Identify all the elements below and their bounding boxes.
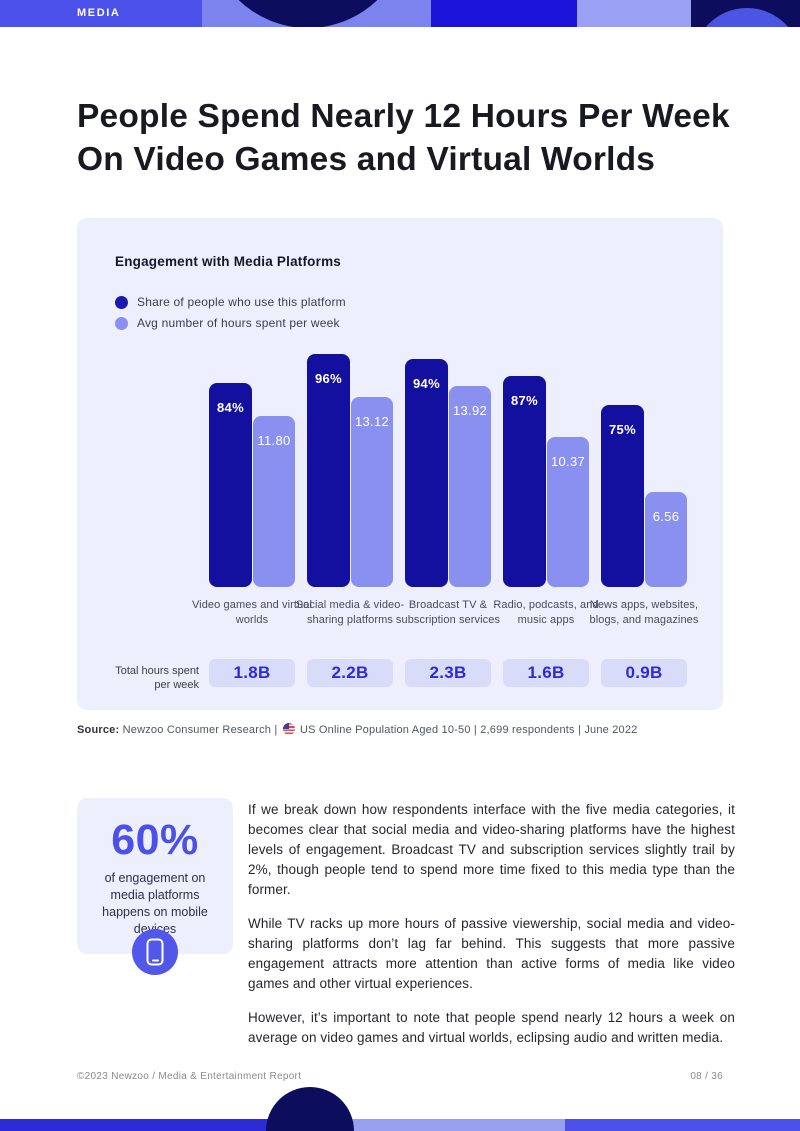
- section-tag: MEDIA: [77, 7, 121, 19]
- category-label: News apps, websites, blogs, and magazine…: [589, 599, 699, 627]
- bar-value-label: 96%: [315, 371, 342, 386]
- semicircle-decoration-icon: [266, 1087, 354, 1131]
- bar-hours-video-games: 11.80: [253, 416, 295, 587]
- page-title-line2: On Video Games and Virtual Worlds: [77, 140, 656, 178]
- source-line: Source: Newzoo Consumer Research | US On…: [77, 723, 737, 736]
- us-flag-icon: [282, 723, 295, 735]
- paragraph: While TV racks up more hours of passive …: [248, 915, 735, 991]
- chart-card: Engagement with Media Platforms Share of…: [77, 218, 723, 710]
- chart-legend: Share of people who use this platform Av…: [115, 295, 346, 337]
- source-part1: Newzoo Consumer Research |: [122, 724, 278, 736]
- total-hours-badge: 2.3B: [405, 659, 491, 687]
- header-decorative-bar: MEDIA: [0, 0, 800, 27]
- bar-share-social-media: 96%: [307, 354, 350, 587]
- legend-label-share: Share of people who use this platform: [137, 295, 346, 309]
- source-part2: US Online Population Aged 10-50 | 2,699 …: [299, 724, 638, 736]
- category-label: Social media & video-sharing platforms: [295, 599, 405, 627]
- circle-decoration-icon: [208, 0, 408, 27]
- stat-caption: of engagement on media platforms happens…: [102, 871, 208, 936]
- footer-segment-blue: [0, 1119, 285, 1131]
- bar-share-video-games: 84%: [209, 383, 252, 587]
- phone-outline-icon: [146, 938, 164, 966]
- header-segment-light: [202, 0, 431, 27]
- bar-value-label: 84%: [217, 400, 244, 415]
- bar-value-label: 10.37: [550, 454, 586, 469]
- total-hours-badge: 1.6B: [503, 659, 589, 687]
- legend-dot-hours-icon: [115, 316, 128, 330]
- legend-item-hours: Avg number of hours spent per week: [115, 316, 346, 330]
- paragraph: If we break down how respondents interfa…: [248, 802, 735, 897]
- bar-hours-social-media: 13.12: [351, 397, 393, 587]
- bar-value-label: 94%: [413, 376, 440, 391]
- source-label: Source:: [77, 724, 120, 736]
- header-segment-blue: [431, 0, 577, 27]
- circle-decoration-icon: [693, 8, 800, 27]
- bar-value-label: 11.80: [257, 433, 291, 448]
- bar-value-label: 87%: [511, 393, 538, 408]
- legend-item-share: Share of people who use this platform: [115, 295, 346, 309]
- bar-share-news-apps: 75%: [601, 405, 644, 587]
- bar-share-radio-podcasts: 87%: [503, 376, 546, 587]
- bar-value-label: 13.12: [354, 414, 390, 429]
- category-label: Broadcast TV & subscription services: [395, 599, 501, 627]
- footer-segment-brand: [565, 1119, 800, 1131]
- header-segment-navy: [691, 0, 800, 27]
- footer-page-number: 08 / 36: [690, 1071, 723, 1082]
- header-segment-lavender: [577, 0, 691, 27]
- footer-copyright: ©2023 Newzoo / Media & Entertainment Rep…: [77, 1071, 302, 1082]
- bar-value-label: 6.56: [652, 509, 680, 524]
- category-label: Video games and virtual worlds: [191, 599, 313, 627]
- chart-title: Engagement with Media Platforms: [115, 254, 341, 269]
- stat-value: 60%: [111, 816, 199, 864]
- bar-value-label: 13.92: [452, 403, 488, 418]
- bar-hours-news-apps: 6.56: [645, 492, 687, 587]
- mobile-phone-icon: [132, 929, 178, 975]
- footer-segment-lavender: [285, 1119, 565, 1131]
- bar-value-label: 75%: [609, 422, 636, 437]
- bar-share-broadcast-tv: 94%: [405, 359, 448, 587]
- category-label: Radio, podcasts, and music apps: [493, 599, 599, 627]
- totals-row-label: Total hours spent per week: [115, 665, 199, 692]
- page-title-line1: People Spend Nearly 12 Hours Per Week: [77, 98, 730, 135]
- total-hours-badge: 1.8B: [209, 659, 295, 687]
- footer-decorative-bar: [0, 1087, 800, 1131]
- total-hours-badge: 2.2B: [307, 659, 393, 687]
- legend-dot-share-icon: [115, 295, 128, 309]
- bar-hours-radio-podcasts: 10.37: [547, 437, 589, 587]
- paragraph: However, it’s important to note that peo…: [248, 1009, 735, 1045]
- mobile-stat-card: 60% of engagement on media platforms hap…: [77, 798, 233, 975]
- bar-hours-broadcast-tv: 13.92: [449, 386, 491, 587]
- body-text-column: If we break down how respondents interfa…: [248, 800, 735, 1062]
- header-segment-brand: MEDIA: [0, 0, 202, 27]
- page-title: People Spend Nearly 12 Hours Per Week On…: [77, 96, 757, 182]
- total-hours-badge: 0.9B: [601, 659, 687, 687]
- legend-label-hours: Avg number of hours spent per week: [137, 316, 340, 330]
